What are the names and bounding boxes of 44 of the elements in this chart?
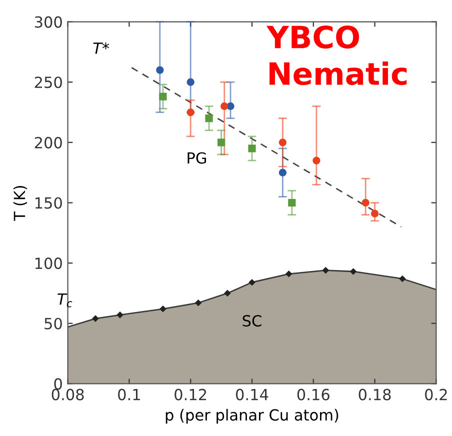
point [186, 78, 194, 86]
point [322, 266, 330, 274]
y-axis-title: T (K) [13, 186, 28, 221]
point [285, 270, 292, 278]
point [312, 156, 320, 164]
point [159, 92, 167, 100]
point [205, 114, 213, 122]
point [370, 210, 379, 218]
point [92, 315, 99, 322]
x-tick-label: 0.14 [236, 388, 268, 400]
x-axis-title: p (per planar Cu atom) [166, 408, 338, 424]
point [248, 278, 256, 286]
x-tick-label: 0.1 [118, 388, 140, 400]
y-tick-label: 250 [34, 76, 62, 88]
y-tick-label: 300 [34, 16, 62, 28]
y-tick-label: 0 [54, 378, 62, 390]
point [160, 305, 166, 312]
point [399, 275, 406, 282]
annotation: PG [188, 152, 206, 164]
point [194, 299, 202, 306]
annotation: T* [93, 42, 110, 54]
y-tick-label: 50 [44, 318, 62, 330]
point [362, 198, 370, 207]
annotation: YBCO Nematic [266, 25, 407, 86]
point [116, 312, 124, 318]
x-tick-label: 0.18 [358, 388, 391, 400]
point [288, 198, 296, 207]
point [156, 66, 164, 74]
point [278, 168, 286, 176]
point [248, 144, 256, 152]
point [224, 290, 231, 297]
annotation: SC [242, 315, 262, 327]
x-tick-label: 0.2 [425, 388, 447, 400]
point [350, 268, 357, 275]
point [220, 102, 228, 110]
x-tick-label: 0.16 [297, 388, 330, 400]
point [186, 108, 194, 116]
y-tick-label: 150 [35, 197, 62, 209]
y-tick-label: 100 [35, 258, 62, 270]
point [217, 138, 226, 146]
x-tick-label: 0.08 [52, 388, 84, 400]
y-tick-label: 200 [34, 136, 62, 148]
point [278, 138, 286, 146]
x-tick-label: 0.12 [174, 388, 206, 400]
